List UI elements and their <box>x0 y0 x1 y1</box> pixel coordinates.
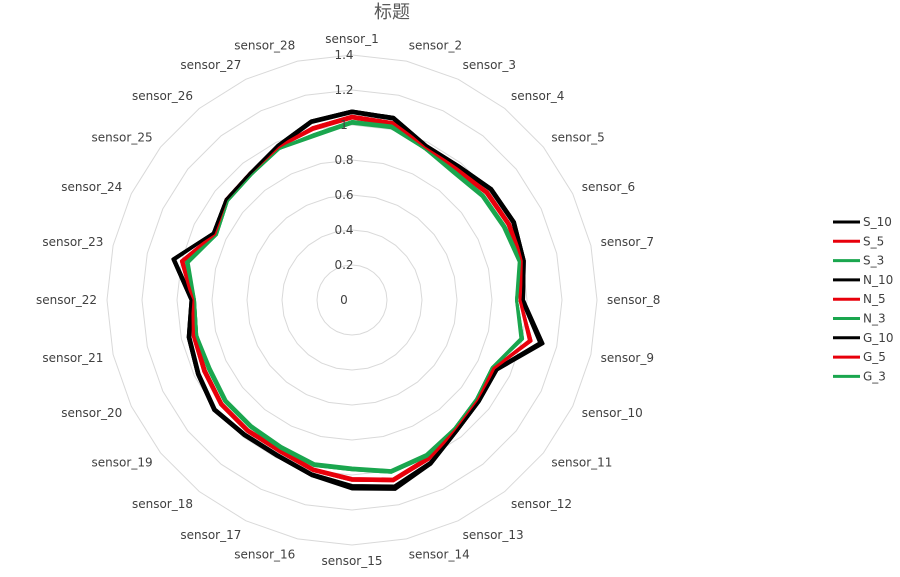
legend-label: N_3 <box>863 312 886 326</box>
category-label: sensor_8 <box>607 293 660 307</box>
category-label: sensor_10 <box>582 406 643 420</box>
tick-label: 1.4 <box>334 48 353 62</box>
grid-ring <box>106 54 598 546</box>
tick-label: 0 <box>340 293 348 307</box>
category-label: sensor_24 <box>61 180 122 194</box>
legend-label: G_10 <box>863 331 894 345</box>
legend-label: S_10 <box>863 215 892 229</box>
category-label: sensor_20 <box>61 406 122 420</box>
category-label: sensor_2 <box>409 39 462 53</box>
category-label: sensor_5 <box>551 130 604 144</box>
legend-label: G_5 <box>863 350 886 364</box>
series-line-G_10 <box>171 109 543 490</box>
legend-label: G_3 <box>863 369 886 383</box>
tick-label: 0.2 <box>334 258 353 272</box>
chart-title: 标题 <box>374 2 410 23</box>
category-label: sensor_21 <box>42 351 103 365</box>
category-label: sensor_11 <box>551 456 612 470</box>
tick-label: 1.2 <box>334 83 353 97</box>
legend: S_10 S_5 S_3 N_10 N_5 N_3 G_10 G_5 G_3 <box>833 215 894 383</box>
category-label: sensor_17 <box>180 528 241 542</box>
category-label: sensor_14 <box>409 548 470 562</box>
category-label: sensor_12 <box>511 497 572 511</box>
category-label: sensor_13 <box>463 528 524 542</box>
legend-label: S_5 <box>863 234 884 248</box>
grid-ring <box>316 264 388 336</box>
legend-label: N_5 <box>863 292 886 306</box>
grid-ring <box>281 229 423 371</box>
category-label: sensor_25 <box>92 130 153 144</box>
category-label: sensor_18 <box>132 497 193 511</box>
category-label: sensor_6 <box>582 180 635 194</box>
category-label: sensor_26 <box>132 89 193 103</box>
series-line-S_3 <box>185 120 525 474</box>
tick-label: 0.8 <box>334 153 353 167</box>
radial-tick-labels: 0 0.2 0.4 0.6 0.8 1 1.2 1.4 <box>334 48 353 307</box>
series-line-N_10 <box>173 111 542 488</box>
category-label: sensor_28 <box>234 39 295 53</box>
category-label: sensor_3 <box>463 58 516 72</box>
category-label: sensor_7 <box>601 235 654 249</box>
category-label: sensor_23 <box>42 235 103 249</box>
category-label: sensor_1 <box>325 32 378 46</box>
tick-label: 1 <box>340 118 348 132</box>
tick-label: 0.6 <box>334 188 353 202</box>
category-label: sensor_27 <box>180 58 241 72</box>
legend-label: N_10 <box>863 273 893 287</box>
grid-ring <box>246 194 458 406</box>
category-label: sensor_4 <box>511 89 564 103</box>
category-label: sensor_15 <box>321 554 382 568</box>
tick-label: 0.4 <box>334 223 353 237</box>
grid-ring <box>211 159 493 441</box>
radar-series <box>171 109 545 491</box>
series-line-S_10 <box>171 109 545 491</box>
category-label: sensor_9 <box>601 351 654 365</box>
category-label: sensor_16 <box>234 548 295 562</box>
grid-ring <box>141 89 563 511</box>
legend-label: S_3 <box>863 254 884 268</box>
category-label: sensor_19 <box>92 456 153 470</box>
category-label: sensor_22 <box>36 293 97 307</box>
